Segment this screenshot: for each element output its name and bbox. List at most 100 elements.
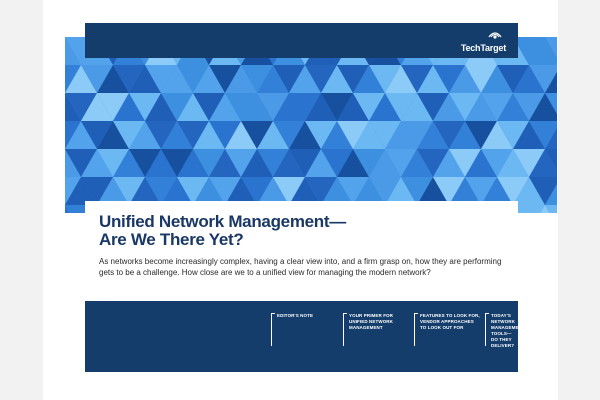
hero-triangle [177,93,209,121]
hero-triangle [209,65,241,93]
hero-triangle [465,121,497,149]
hero-triangle [353,149,385,177]
hero-triangle [401,65,433,93]
nav-primer[interactable]: YOUR PRIMER FOR UNIFIED NETWORK MANAGEME… [343,313,393,346]
document-title: Unified Network Management— Are We There… [99,213,509,249]
hero-triangle [385,177,417,205]
hero-triangle [97,149,129,177]
hero-triangle [529,93,557,121]
hero-triangle [321,177,353,205]
hero-triangle [321,65,353,93]
nav-editors-note[interactable]: EDITOR'S NOTE [271,313,313,346]
hero-triangle [545,93,557,114]
hero-triangle [273,65,305,93]
hero-triangle [81,93,113,121]
hero-triangle [161,93,193,121]
hero-triangle [65,149,97,177]
hero-triangle [433,121,465,149]
hero-triangle [481,177,513,205]
hero-triangle [545,184,557,205]
hero-triangle [305,149,337,177]
hero-triangle [225,177,257,205]
hero-triangle [321,93,353,121]
hero-triangle [449,121,481,149]
hero-triangle [257,177,289,205]
hero-triangle [241,149,273,177]
hero-triangle [465,93,497,121]
hero-triangle [241,121,273,149]
hero-triangle [289,177,321,205]
hero-triangle [513,93,545,121]
hero-triangle [97,93,129,121]
hero-triangle [145,65,177,93]
nav-tick [485,313,489,314]
hero-triangle [417,177,449,205]
hero-triangle [497,65,529,93]
hero-triangle [289,121,321,149]
title-card: Unified Network Management— Are We There… [85,201,518,301]
hero-triangle [497,121,529,149]
hero-triangle [225,149,257,177]
nav-tick [343,313,347,314]
hero-triangle [369,121,401,149]
hero-triangle [497,177,529,205]
hero-triangle [209,121,241,149]
hero-triangle [177,121,209,149]
hero-triangle [417,121,449,149]
hero-triangle [449,149,481,177]
hero-triangle [305,65,337,93]
hero-triangle [545,128,557,149]
hero-triangle [529,121,557,149]
hero-triangle-pattern [65,37,557,213]
hero-triangle [513,65,545,93]
hero-triangle [513,121,545,149]
nav-label: YOUR PRIMER FOR UNIFIED NETWORK MANAGEME… [349,313,394,330]
hero-triangle [193,149,225,177]
hero-triangle [385,65,417,93]
hero-triangle [385,93,417,121]
hero-triangle [481,121,513,149]
hero-triangle [529,149,557,177]
header-bar: TechTarget [85,23,518,58]
hero-triangle [545,205,557,213]
nav-tick [414,313,418,314]
hero-triangle [273,93,305,121]
hero-triangle [273,177,305,205]
nav-label: TODAY'S NETWORK MANAGEMENT TOOLS— DO THE… [491,313,525,348]
hero-triangle [321,121,353,149]
hero-triangle [81,177,113,205]
hero-triangle [513,205,545,213]
hero-triangle [545,37,557,58]
hero-triangle [273,149,305,177]
hero-triangle [193,177,225,205]
hero-triangle [209,149,241,177]
hero-triangle [113,149,145,177]
hero-triangle [369,65,401,93]
hero-triangle [257,121,289,149]
nav-label: EDITOR'S NOTE [277,313,314,318]
hero-triangle [449,65,481,93]
hero-triangle [129,93,161,121]
hero-triangle [433,177,465,205]
hero-triangle [225,121,257,149]
hero-triangle [241,177,273,205]
hero-triangle [449,177,481,205]
nav-features[interactable]: FEATURES TO LOOK FOR, VENDOR APPROACHES … [414,313,480,346]
hero-triangle [321,149,353,177]
hero-triangle [81,121,113,149]
hero-triangle [289,149,321,177]
hero-triangle [465,65,497,93]
hero-triangle [465,177,497,205]
hero-triangle [417,65,449,93]
techtarget-eye-icon [488,32,502,39]
hero-triangle [433,93,465,121]
nav-label: FEATURES TO LOOK FOR, VENDOR APPROACHES … [420,313,480,330]
hero-triangle [433,149,465,177]
hero-triangle [177,65,209,93]
hero-triangle [513,37,545,65]
nav-tools[interactable]: TODAY'S NETWORK MANAGEMENT TOOLS— DO THE… [485,313,525,348]
hero-triangle [481,65,513,93]
hero-triangle [529,37,557,65]
hero-triangle [81,149,113,177]
hero-triangle [129,65,161,93]
